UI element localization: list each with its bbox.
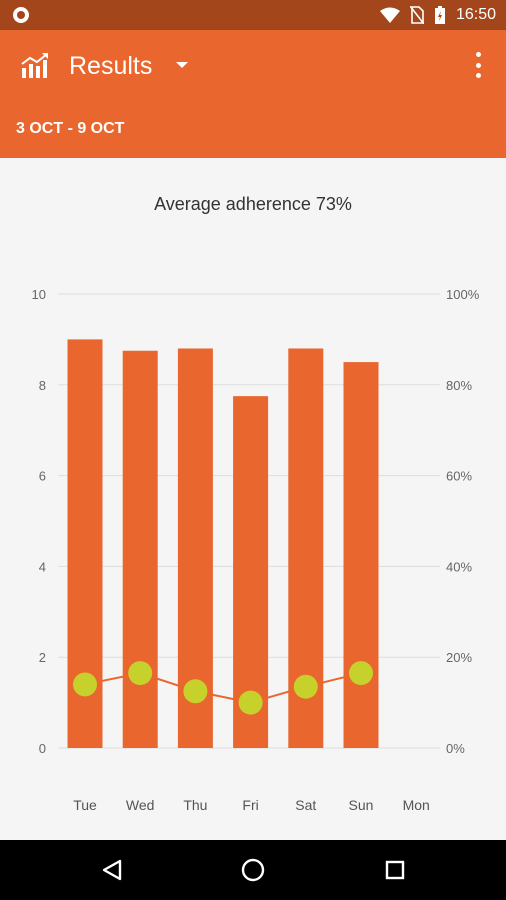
navigation-bar — [0, 840, 506, 900]
adherence-bar — [233, 396, 269, 748]
adherence-point — [73, 672, 97, 697]
category-label: Tue — [73, 797, 97, 813]
adherence-chart: 0 0% 2 20% 4 40% 6 60% 8 80% 10 100% Tue Wed Thu Fri Sat… — [32, 287, 480, 813]
average-adherence: Average adherence 73% — [154, 194, 352, 214]
left-tick-label: 10 — [32, 287, 46, 302]
results-content: Average adherence 73% 0 0% 2 20% 4 40% 6 60% 8 80… — [0, 158, 506, 840]
status-icons: 16:50 — [379, 0, 496, 30]
adherence-point — [128, 661, 153, 686]
wifi-icon — [379, 7, 400, 23]
home-button[interactable] — [235, 852, 271, 888]
right-tick-label: 100% — [446, 287, 480, 302]
left-tick-label: 2 — [39, 650, 46, 665]
recents-square-icon — [385, 860, 405, 880]
app-title[interactable]: Results — [69, 52, 153, 80]
right-tick-label: 20% — [446, 650, 472, 665]
date-range: 3 OCT - 9 OCT — [16, 120, 125, 137]
right-tick-label: 60% — [446, 469, 472, 484]
category-label: Fri — [242, 797, 258, 813]
adherence-bar — [343, 362, 379, 748]
back-triangle-icon — [102, 859, 122, 881]
left-tick-label: 0 — [39, 741, 46, 756]
app-bar: Results 3 OCT - 9 OCT — [0, 30, 506, 158]
adherence-bar — [122, 350, 158, 748]
overflow-menu-icon[interactable] — [468, 50, 488, 80]
home-circle-icon — [241, 858, 265, 882]
back-button[interactable] — [94, 852, 130, 888]
status-bar: 16:50 — [0, 0, 506, 30]
right-tick-label: 80% — [446, 378, 472, 393]
chart-bars-icon[interactable] — [20, 52, 50, 80]
right-tick-label: 0% — [446, 741, 465, 756]
circle-notification-icon — [13, 7, 29, 23]
no-sim-icon — [409, 6, 424, 24]
adherence-point — [238, 690, 263, 715]
battery-charging-icon — [434, 6, 445, 24]
recents-button[interactable] — [377, 852, 413, 888]
left-tick-label: 8 — [39, 378, 46, 393]
adherence-point — [183, 679, 208, 704]
right-tick-label: 40% — [446, 559, 472, 574]
adherence-point — [349, 661, 373, 686]
category-label: Sat — [295, 797, 316, 813]
left-tick-label: 4 — [39, 559, 46, 574]
category-label: Mon — [403, 797, 430, 813]
status-time: 16:50 — [455, 6, 496, 23]
category-label: Wed — [126, 797, 155, 813]
category-label: Sun — [349, 797, 374, 813]
left-tick-label: 6 — [39, 469, 46, 484]
dropdown-caret-icon[interactable] — [175, 58, 189, 72]
category-label: Thu — [183, 797, 207, 813]
adherence-point — [293, 674, 318, 699]
